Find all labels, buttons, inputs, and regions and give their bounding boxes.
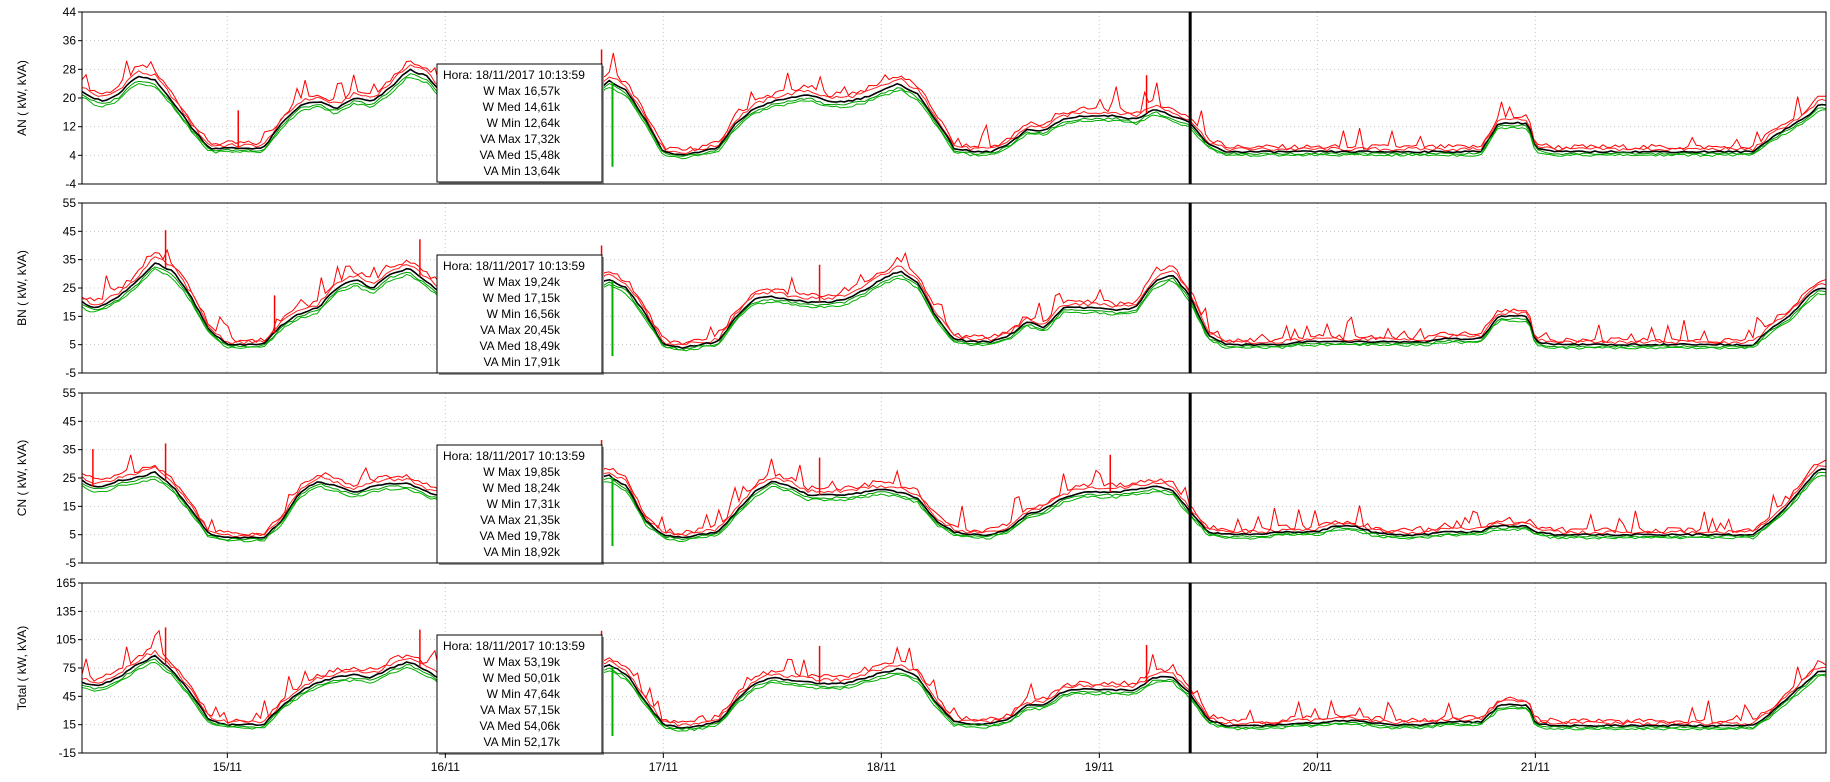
panel-3: -5 5 15 25 35 45 55 CN ( kW, kVA) Hora: 18/11/20… (15, 386, 1827, 570)
y-tick-label: 45 (63, 414, 77, 428)
tooltip-line-w-med: W Med 50,01k (483, 671, 561, 685)
tooltip-line-va-max: VA Max 17,32k (480, 132, 561, 146)
tooltip-line-va-med: VA Med 19,78k (480, 529, 561, 543)
x-tick-label: 21/11 (1521, 760, 1550, 774)
y-tick-label: 5 (69, 528, 76, 542)
series-w-min-line (81, 266, 1827, 351)
y-axis-label: BN ( kW, kVA) (15, 250, 29, 326)
tooltip-line-va-min: VA Min 13,64k (484, 164, 561, 178)
y-axis-label: Total ( kW, kVA) (15, 626, 29, 710)
panel-4: -15 15 45 75 105 135 165 Total ( kW, kVA) Hora: … (15, 576, 1827, 774)
x-tick-label: 17/11 (649, 760, 678, 774)
y-tick-label: 35 (63, 253, 77, 267)
y-tick-label: 12 (63, 120, 77, 134)
x-tick-label: 20/11 (1303, 760, 1332, 774)
y-tick-label: -15 (59, 746, 77, 760)
tooltip-line-time: Hora: 18/11/2017 10:13:59 (443, 259, 585, 273)
tooltip-box (436, 63, 603, 183)
y-tick-label: 105 (56, 633, 76, 647)
series-w-med-line (81, 262, 1827, 350)
series-va-max-line (81, 454, 1827, 537)
y-tick-label: 36 (63, 34, 77, 48)
y-tick-label: 15 (63, 499, 77, 513)
tooltip-line-w-max: W Max 19,24k (483, 275, 561, 289)
y-tick-label: 165 (56, 576, 76, 590)
y-tick-label: 55 (63, 196, 77, 210)
tooltip-line-w-min: W Min 47,64k (487, 687, 561, 701)
y-tick-label: 45 (63, 224, 77, 238)
tooltip-line-w-min: W Min 12,64k (487, 116, 561, 130)
tooltip-line-va-max: VA Max 57,15k (480, 703, 561, 717)
series-va-max-line (81, 52, 1827, 152)
x-tick-label: 18/11 (867, 760, 896, 774)
series-w-med-line (81, 468, 1827, 540)
series-va-min-line (81, 267, 1827, 352)
series-w-max-line (81, 256, 1827, 346)
x-tick-label: 15/11 (213, 760, 242, 774)
tooltip-line-va-max: VA Max 21,35k (480, 513, 561, 527)
y-tick-label: 5 (69, 338, 76, 352)
y-tick-label: 28 (63, 62, 77, 76)
tooltip-line-w-max: W Max 16,57k (483, 84, 561, 98)
tooltip-line-w-min: W Min 17,31k (487, 497, 561, 511)
x-tick-label: 19/11 (1085, 760, 1114, 774)
tooltip-line-w-max: W Max 19,85k (483, 465, 561, 479)
tooltip-line-time: Hora: 18/11/2017 10:13:59 (443, 639, 585, 653)
tooltip-line-w-med: W Med 14,61k (483, 100, 561, 114)
tooltip-line-w-min: W Min 16,56k (487, 307, 561, 321)
series-w-med-line (81, 68, 1827, 156)
y-tick-label: 44 (63, 5, 77, 19)
panel-frame (81, 392, 1827, 564)
y-tick-label: 75 (63, 661, 77, 675)
tooltip-line-va-max: VA Max 20,45k (480, 323, 561, 337)
y-tick-label: -5 (65, 366, 76, 380)
tooltip-line-va-min: VA Min 18,92k (484, 545, 561, 559)
series-va-min-line (81, 474, 1827, 543)
series-w-min-line (81, 73, 1827, 157)
series-va-min-line (81, 77, 1827, 160)
series-w-max-line (81, 64, 1827, 154)
y-tick-label: 15 (63, 309, 77, 323)
tooltip-line-time: Hora: 18/11/2017 10:13:59 (443, 449, 585, 463)
y-axis-label: CN ( kW, kVA) (15, 440, 29, 516)
series-w-max-line (81, 465, 1827, 538)
panel-frame (81, 202, 1827, 374)
tooltip-line-va-med: VA Med 18,49k (480, 339, 561, 353)
y-tick-label: 55 (63, 386, 77, 400)
panel-1: -4 4 12 20 28 36 44 AN ( kW, kVA) Hora: 18/11/20… (15, 5, 1827, 191)
x-tick-label: 16/11 (431, 760, 460, 774)
tooltip-box (436, 254, 603, 374)
y-tick-label: -5 (65, 556, 76, 570)
y-tick-label: 15 (63, 718, 77, 732)
series-w-max-line (81, 649, 1827, 727)
tooltip-line-w-max: W Max 53,19k (483, 655, 561, 669)
panel-2: -5 5 15 25 35 45 55 BN ( kW, kVA) Hora: 18/11/20… (15, 196, 1827, 380)
y-axis-label: AN ( kW, kVA) (15, 60, 29, 136)
series-va-max-line (81, 248, 1827, 345)
y-tick-label: 45 (63, 689, 77, 703)
y-tick-label: 135 (56, 604, 76, 618)
y-tick-label: -4 (65, 177, 76, 191)
series-va-min-line (81, 661, 1827, 732)
tooltip-line-va-med: VA Med 15,48k (480, 148, 561, 162)
tooltip-line-w-med: W Med 18,24k (483, 481, 561, 495)
tooltip-box (436, 444, 603, 564)
tooltip-line-va-min: VA Min 52,17k (484, 735, 561, 749)
y-tick-label: 4 (69, 148, 76, 162)
y-tick-label: 25 (63, 281, 77, 295)
y-tick-label: 35 (63, 443, 77, 457)
tooltip-line-time: Hora: 18/11/2017 10:13:59 (443, 68, 585, 82)
series-w-min-line (81, 658, 1827, 730)
tooltip-line-va-med: VA Med 54,06k (480, 719, 561, 733)
panel-frame (81, 11, 1827, 185)
y-tick-label: 20 (63, 91, 77, 105)
y-tick-label: 25 (63, 471, 77, 485)
tooltip-line-va-min: VA Min 17,91k (484, 355, 561, 369)
series-w-med-line (81, 654, 1827, 729)
tooltip-line-w-med: W Med 17,15k (483, 291, 561, 305)
series-va-max-line (81, 629, 1827, 725)
panel-frame (81, 582, 1827, 754)
